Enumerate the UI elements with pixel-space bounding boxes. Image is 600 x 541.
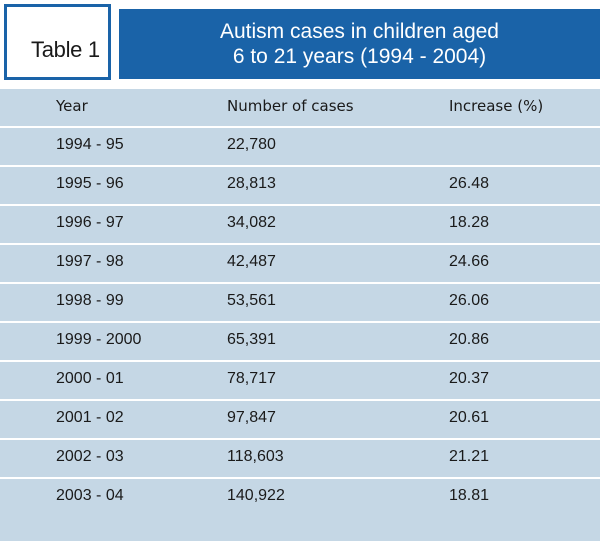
cell-year: 2000 - 01 bbox=[56, 370, 124, 387]
table-label: Table 1 bbox=[31, 37, 100, 62]
column-header-year: Year bbox=[56, 97, 88, 115]
cell-cases: 140,922 bbox=[227, 487, 285, 504]
cell-year: 2003 - 04 bbox=[56, 487, 124, 504]
cell-increase: 26.48 bbox=[449, 175, 490, 192]
title-line-2: 6 to 21 years (1994 - 2004) bbox=[232, 45, 487, 68]
table-row: 2000 - 01 78,717 20.37 bbox=[0, 360, 600, 399]
cell-increase: 24.66 bbox=[449, 253, 490, 270]
cell-cases: 28,813 bbox=[227, 175, 276, 192]
cell-year: 1995 - 96 bbox=[56, 175, 124, 192]
title-bar: Autism cases in children aged 6 to 21 ye… bbox=[119, 9, 600, 79]
cell-year: 2001 - 02 bbox=[56, 409, 124, 426]
cell-cases: 118,603 bbox=[227, 448, 284, 465]
cell-increase: 20.61 bbox=[449, 409, 490, 426]
cell-increase: 20.86 bbox=[449, 331, 490, 348]
table-row: 1998 - 99 53,561 26.06 bbox=[0, 282, 600, 321]
cell-cases: 42,487 bbox=[227, 253, 276, 270]
cell-increase: 18.81 bbox=[449, 487, 490, 504]
title-line-1: Autism cases in children aged bbox=[220, 20, 499, 43]
cell-year: 1996 - 97 bbox=[56, 214, 124, 231]
table-row: 1997 - 98 42,487 24.66 bbox=[0, 243, 600, 282]
cell-year: 1997 - 98 bbox=[56, 253, 124, 270]
table-row: 2002 - 03 118,603 21.21 bbox=[0, 438, 600, 477]
header-band: Table 1 Autism cases in children aged 6 … bbox=[0, 0, 600, 89]
cell-cases: 53,561 bbox=[227, 292, 276, 309]
cell-increase: 20.37 bbox=[449, 370, 490, 387]
cell-cases: 78,717 bbox=[227, 370, 276, 387]
table-body: 1994 - 95 22,780 1995 - 96 28,813 26.48 1996 … bbox=[0, 126, 600, 516]
table-label-box: Table 1 bbox=[4, 4, 111, 80]
table-row: 2001 - 02 97,847 20.61 bbox=[0, 399, 600, 438]
table-row: 1999 - 2000 65,391 20.86 bbox=[0, 321, 600, 360]
cell-year: 1994 - 95 bbox=[56, 136, 124, 153]
table-row: 1994 - 95 22,780 bbox=[0, 126, 600, 165]
cell-year: 1999 - 2000 bbox=[56, 331, 142, 348]
cell-cases: 22,780 bbox=[227, 136, 276, 153]
cell-increase: 26.06 bbox=[449, 292, 490, 309]
cell-year: 1998 - 99 bbox=[56, 292, 124, 309]
cell-increase: 18.28 bbox=[449, 214, 490, 231]
table-row: 2003 - 04 140,922 18.81 bbox=[0, 477, 600, 516]
cell-cases: 34,082 bbox=[227, 214, 276, 231]
table-row: 1996 - 97 34,082 18.28 bbox=[0, 204, 600, 243]
table-row: 1995 - 96 28,813 26.48 bbox=[0, 165, 600, 204]
table-header-row: Year Number of cases Increase (%) bbox=[0, 89, 600, 126]
cell-cases: 97,847 bbox=[227, 409, 276, 426]
cell-year: 2002 - 03 bbox=[56, 448, 124, 465]
column-header-increase: Increase (%) bbox=[449, 97, 544, 115]
cell-cases: 65,391 bbox=[227, 331, 276, 348]
column-header-cases: Number of cases bbox=[227, 97, 354, 115]
cell-increase: 21.21 bbox=[449, 448, 490, 465]
